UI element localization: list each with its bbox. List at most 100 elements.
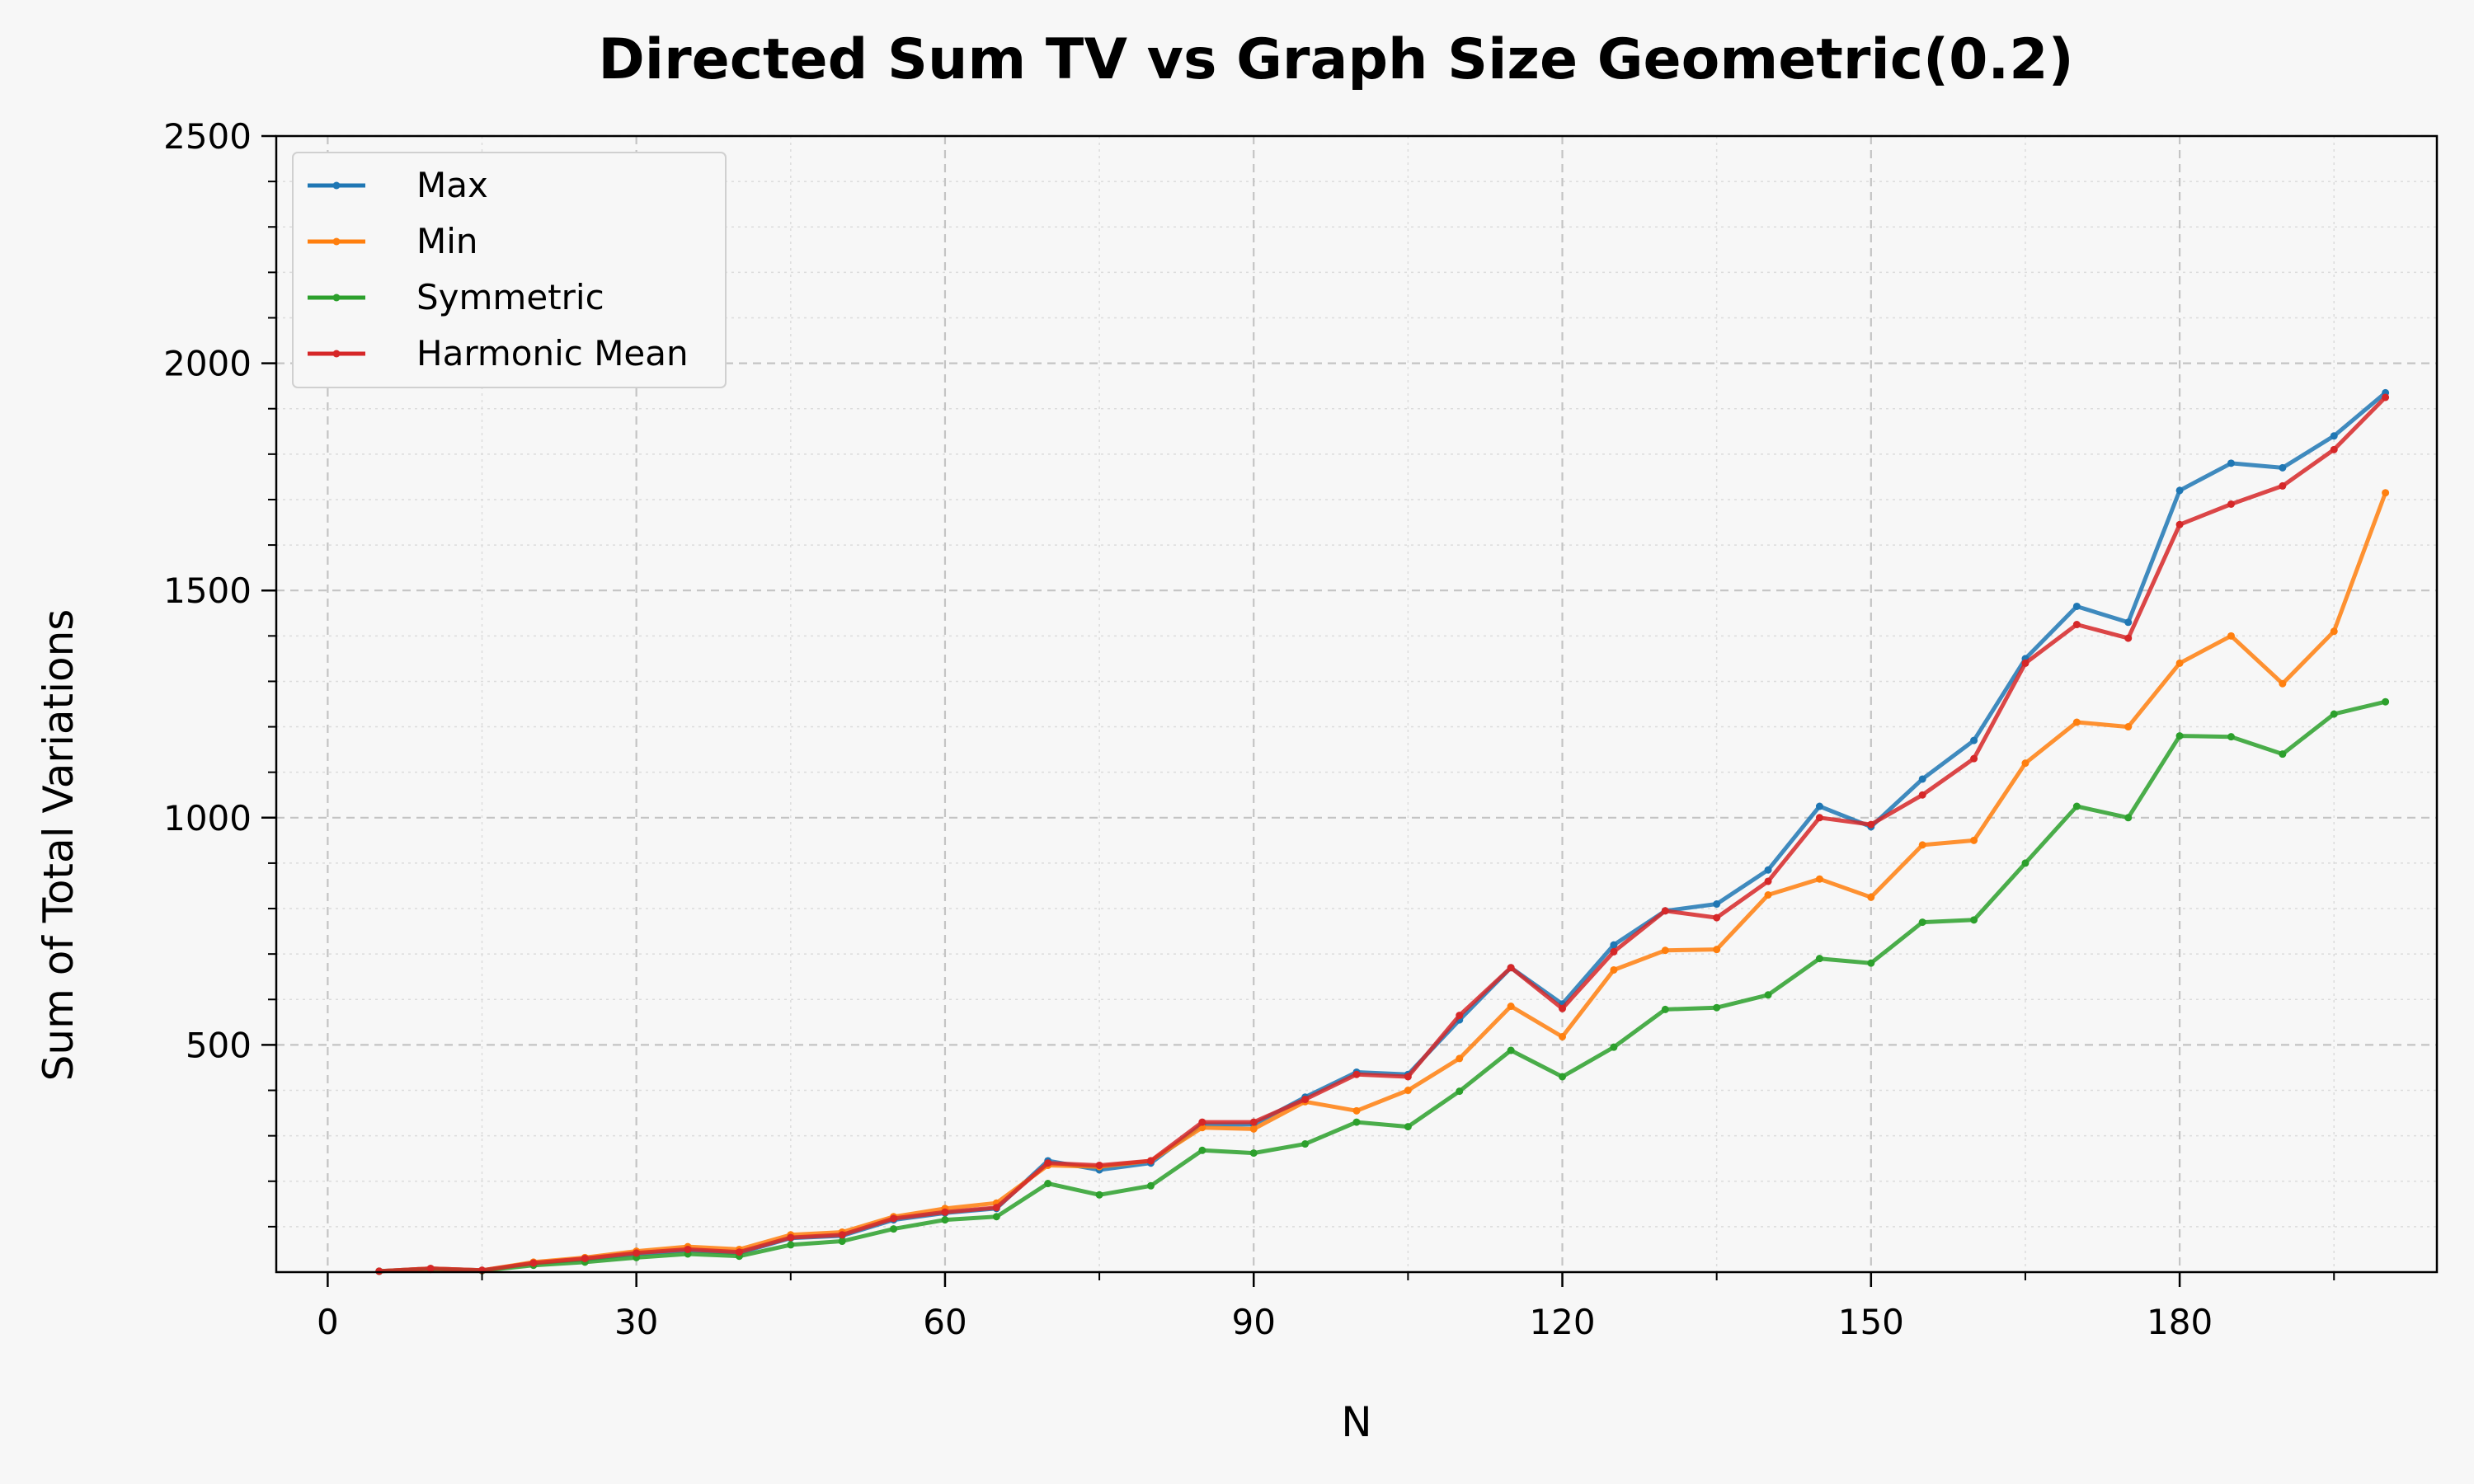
data-point-min <box>2382 489 2390 497</box>
data-point-harmonic-mean <box>890 1214 898 1223</box>
data-point-max <box>2279 463 2287 472</box>
y-tick-label: 500 <box>186 1025 252 1065</box>
y-axis-label: Sum of Total Variations <box>35 609 82 1082</box>
data-point-harmonic-mean <box>2330 445 2338 453</box>
data-point-symmetric <box>2227 733 2235 741</box>
y-tick-label: 1500 <box>163 571 252 611</box>
legend-label-harmonic-mean: Harmonic Mean <box>416 333 689 373</box>
data-point-harmonic-mean <box>529 1259 538 1267</box>
data-point-max <box>1764 866 1772 874</box>
data-point-symmetric <box>2175 732 2184 740</box>
data-point-harmonic-mean <box>684 1245 692 1253</box>
data-point-symmetric <box>1352 1118 1361 1126</box>
data-point-symmetric <box>1301 1140 1310 1148</box>
series-line-symmetric <box>379 699 2387 1274</box>
data-point-harmonic-mean <box>735 1248 743 1256</box>
data-point-min <box>1661 946 1669 955</box>
x-tick-label: 180 <box>2147 1302 2213 1342</box>
data-point-harmonic-mean <box>2279 481 2287 490</box>
data-point-symmetric <box>1610 1043 1618 1051</box>
data-point-harmonic-mean <box>2175 520 2184 528</box>
data-point-symmetric <box>1044 1180 1052 1188</box>
data-point-symmetric <box>1559 1073 1567 1081</box>
data-point-max <box>1815 802 1823 810</box>
data-point-harmonic-mean <box>941 1208 949 1216</box>
data-point-max <box>1918 775 1926 783</box>
data-point-min <box>1764 891 1772 899</box>
data-point-min <box>2124 723 2133 731</box>
data-point-harmonic-mean <box>1970 754 1978 763</box>
data-point-min <box>1610 965 1618 974</box>
x-tick-label: 120 <box>1529 1302 1595 1342</box>
data-point-max <box>1713 900 1721 909</box>
data-point-harmonic-mean <box>426 1265 435 1273</box>
data-point-harmonic-mean <box>1095 1161 1103 1169</box>
data-point-min <box>1249 1125 1258 1133</box>
data-point-symmetric <box>2021 859 2030 867</box>
data-point-harmonic-mean <box>1044 1159 1052 1167</box>
chart-title: Directed Sum TV vs Graph Size Geometric(… <box>598 27 2073 92</box>
x-tick-label: 90 <box>1232 1302 1276 1342</box>
data-point-symmetric <box>1764 991 1772 999</box>
data-point-symmetric <box>2382 697 2390 706</box>
data-point-min <box>2021 759 2030 768</box>
data-point-symmetric <box>2279 750 2287 758</box>
data-point-symmetric <box>1713 1003 1721 1012</box>
data-point-harmonic-mean <box>1301 1096 1310 1104</box>
data-point-harmonic-mean <box>1661 907 1669 915</box>
data-point-harmonic-mean <box>1559 1004 1567 1012</box>
data-point-min <box>1970 836 1978 844</box>
data-point-harmonic-mean <box>1404 1073 1412 1081</box>
axes-frame <box>275 134 2439 1274</box>
data-point-max <box>1610 941 1618 949</box>
data-point-max <box>2124 618 2133 627</box>
data-point-min <box>2227 632 2235 640</box>
data-point-symmetric <box>2124 814 2133 822</box>
legend-marker-symmetric <box>332 294 341 302</box>
data-point-min <box>2175 659 2184 667</box>
data-point-symmetric <box>1456 1087 1464 1096</box>
series-line-harmonic-mean <box>379 396 2387 1274</box>
data-point-min <box>1352 1106 1361 1115</box>
data-point-min <box>1867 893 1875 901</box>
data-point-min <box>1507 1003 1515 1011</box>
data-point-harmonic-mean <box>2072 621 2081 629</box>
data-point-symmetric <box>890 1225 898 1233</box>
data-point-harmonic-mean <box>1610 947 1618 956</box>
data-point-min <box>2072 718 2081 726</box>
data-point-min <box>1404 1087 1412 1095</box>
data-point-symmetric <box>1918 918 1926 927</box>
x-tick-label: 150 <box>1838 1302 1904 1342</box>
data-point-symmetric <box>787 1241 795 1249</box>
data-point-max <box>2072 602 2081 610</box>
legend-box <box>292 152 727 388</box>
y-tick-label: 2500 <box>163 116 252 157</box>
data-point-symmetric <box>838 1237 846 1246</box>
data-point-harmonic-mean <box>992 1204 1000 1212</box>
legend-marker-max <box>332 181 341 190</box>
data-point-min <box>2330 627 2338 636</box>
data-point-harmonic-mean <box>1918 791 1926 799</box>
data-point-harmonic-mean <box>1867 820 1875 829</box>
data-point-symmetric <box>1095 1190 1103 1199</box>
data-point-min <box>1559 1032 1567 1040</box>
y-tick-label: 1000 <box>163 798 252 838</box>
data-point-harmonic-mean <box>1198 1118 1206 1126</box>
data-point-symmetric <box>1146 1181 1155 1190</box>
x-tick-label: 60 <box>923 1302 967 1342</box>
data-point-harmonic-mean <box>633 1249 641 1257</box>
data-point-harmonic-mean <box>1456 1012 1464 1020</box>
data-point-harmonic-mean <box>581 1254 589 1262</box>
data-point-harmonic-mean <box>2021 659 2030 667</box>
data-point-max <box>2175 486 2184 495</box>
data-point-harmonic-mean <box>838 1231 846 1239</box>
data-point-min <box>1815 875 1823 883</box>
y-tick-label: 2000 <box>163 344 252 384</box>
legend-marker-min <box>332 237 341 246</box>
data-point-symmetric <box>1249 1149 1258 1158</box>
legend-label-symmetric: Symmetric <box>416 277 604 317</box>
x-tick-label: 0 <box>317 1302 339 1342</box>
data-point-symmetric <box>1867 959 1875 967</box>
series-line-min <box>379 491 2387 1274</box>
